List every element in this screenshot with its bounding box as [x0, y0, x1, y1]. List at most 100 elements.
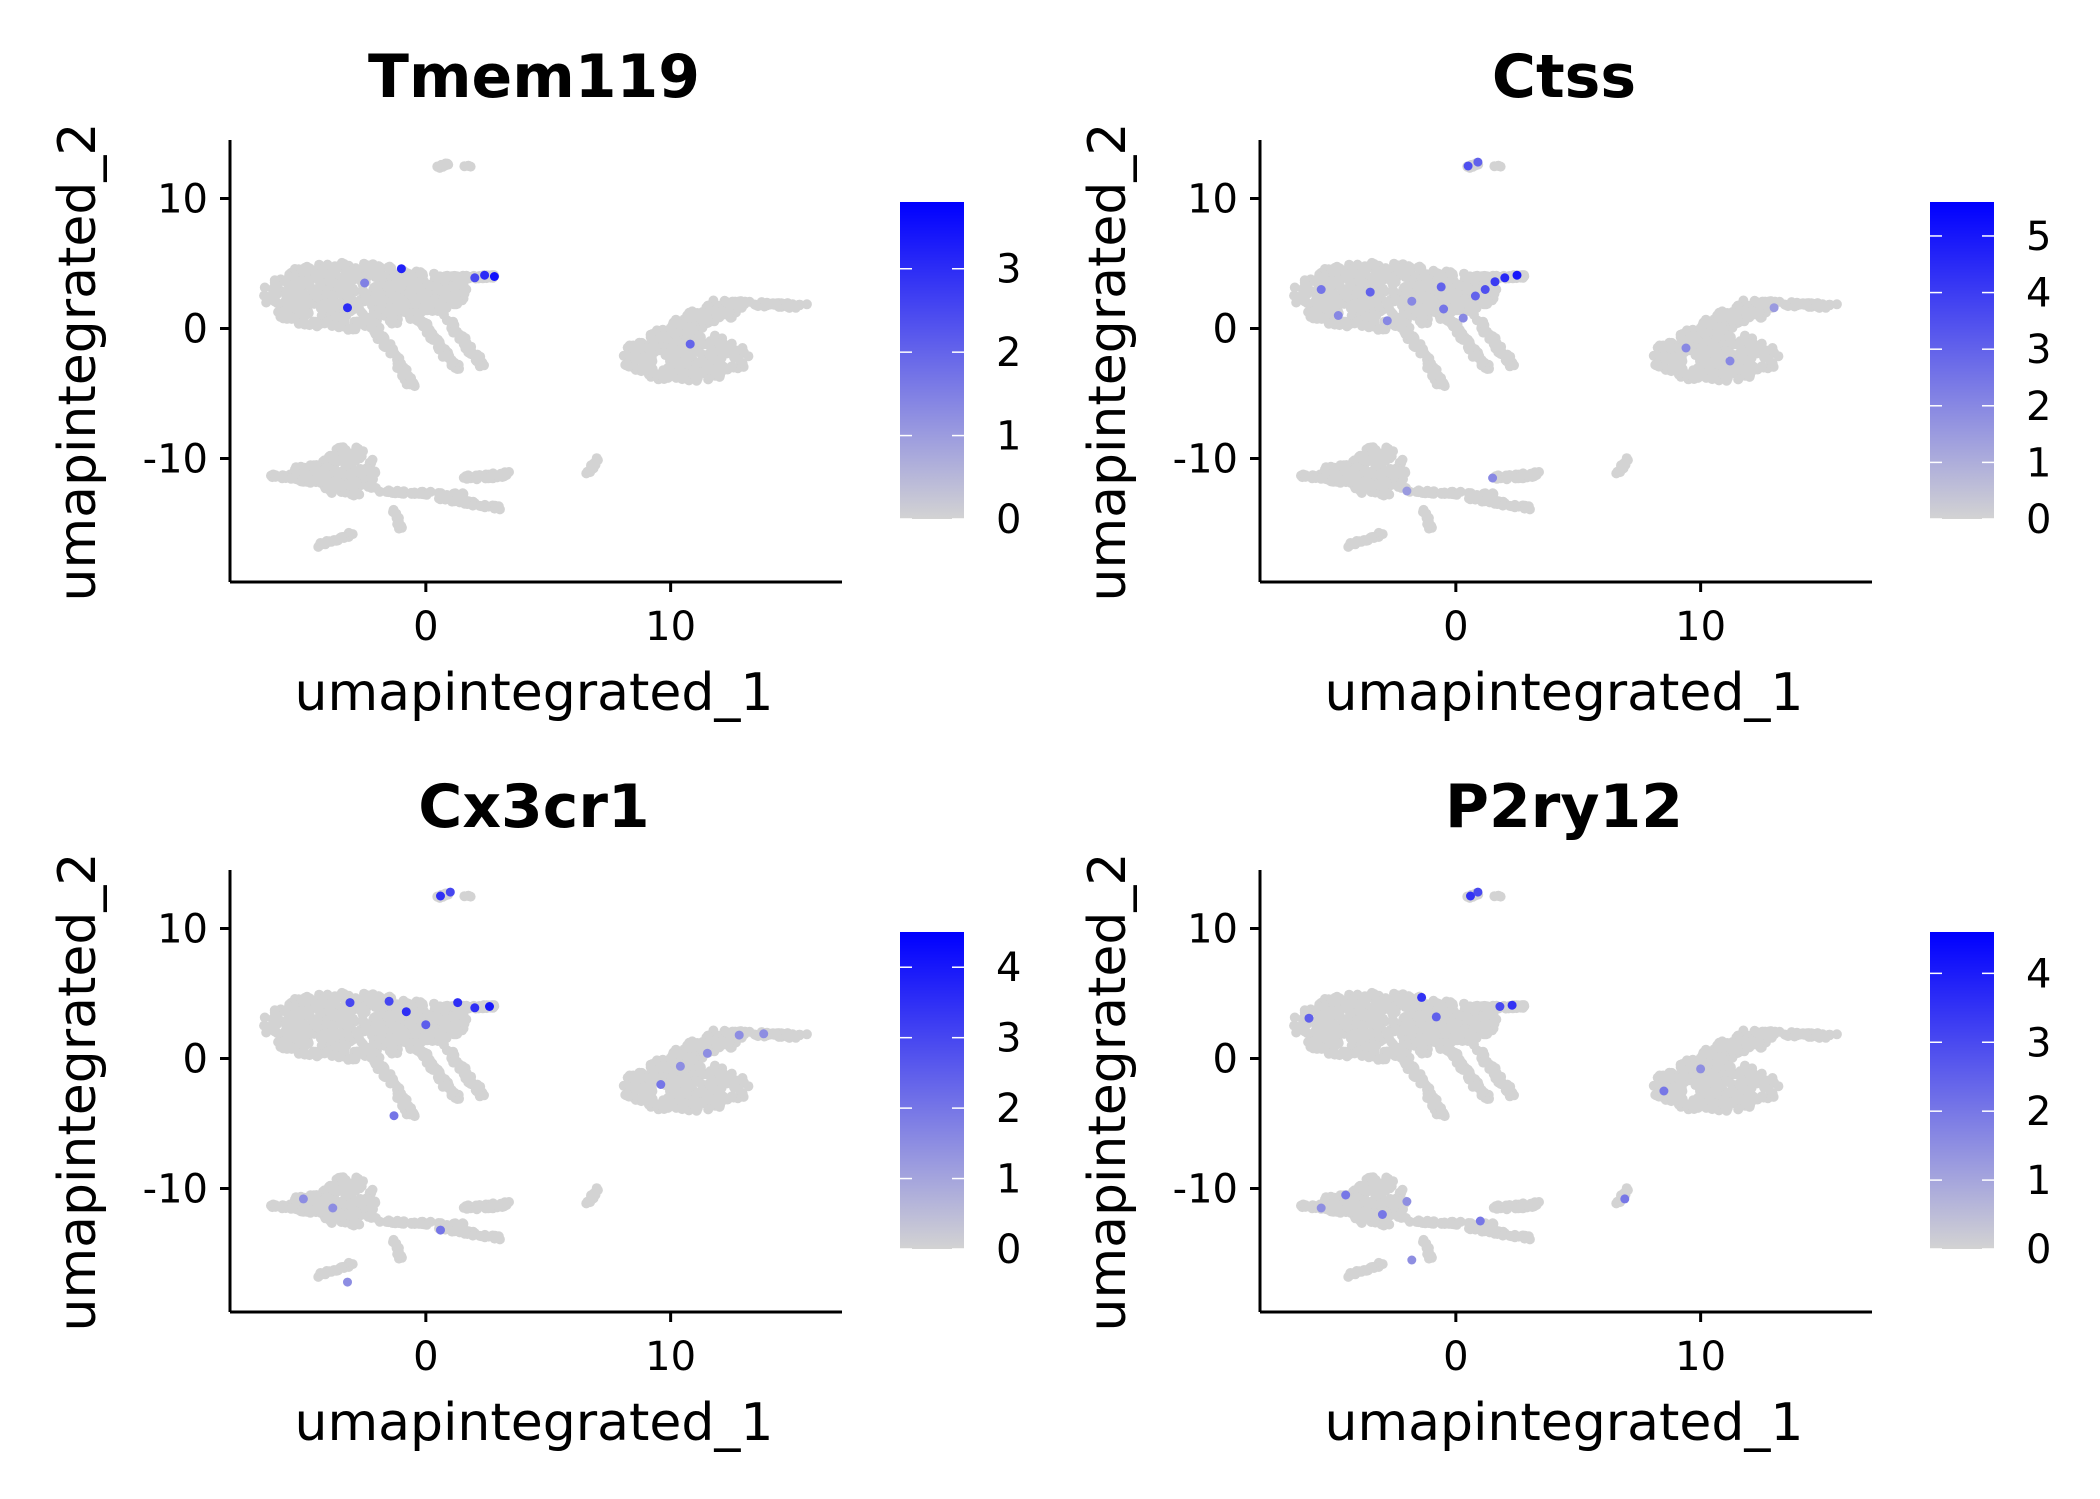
cell-point [352, 264, 363, 275]
expression-point [1470, 291, 1480, 301]
cell-point [283, 1010, 294, 1021]
cell-point [1432, 268, 1443, 279]
cell-point [286, 1042, 297, 1053]
cell-point [1373, 324, 1384, 335]
cell-point [698, 356, 709, 367]
cell-point [1756, 361, 1767, 372]
expression-point [343, 303, 352, 313]
cell-point [431, 336, 442, 347]
cell-point [396, 302, 407, 313]
cell-cloud [1289, 158, 1842, 552]
cell-point [357, 1015, 368, 1025]
cell-point [450, 281, 461, 292]
cell-point [1426, 302, 1437, 313]
cell-point [1716, 349, 1727, 360]
cell-point [343, 1054, 354, 1065]
cell-point [408, 292, 419, 303]
cell-point [312, 291, 322, 302]
cell-point [729, 352, 739, 363]
cell-point [298, 996, 308, 1006]
cell-point [1725, 336, 1736, 347]
cell-point [585, 463, 596, 474]
cell-point [425, 486, 436, 497]
cell-point [312, 1013, 323, 1024]
cell-point [707, 346, 718, 357]
cell-point [410, 1009, 421, 1020]
expression-point [1333, 311, 1343, 320]
cell-point [1742, 364, 1753, 375]
cell-point [673, 327, 684, 338]
expression-point [1316, 285, 1326, 294]
cell-point [693, 309, 704, 320]
cell-point [408, 1022, 419, 1033]
cell-point [1381, 453, 1392, 464]
expression-point [1512, 270, 1522, 280]
expression-point [1769, 303, 1779, 313]
y-axis-label: umapintegrated_2 [48, 123, 108, 602]
cell-point [278, 313, 289, 324]
cell-point [409, 489, 420, 499]
cell-point [1411, 338, 1422, 349]
cell-point [1487, 496, 1498, 507]
cell-point [465, 161, 476, 172]
cell-point [440, 160, 451, 171]
cell-point [726, 361, 737, 372]
expression-point [1480, 285, 1490, 294]
cell-point [1704, 364, 1715, 375]
cell-point [440, 272, 451, 283]
cell-point [1397, 454, 1408, 465]
cell-point [1342, 321, 1352, 332]
x-axis-label: umapintegrated_1 [1325, 663, 1804, 723]
y-tick-label: 10 [157, 177, 208, 223]
cell-point [298, 266, 308, 276]
cell-point [628, 351, 639, 362]
cell-point [320, 462, 331, 473]
cell-point [438, 309, 449, 320]
cell-point [410, 279, 421, 290]
cell-point [424, 1011, 435, 1021]
cell-point [712, 309, 723, 320]
cell-point [670, 314, 681, 325]
cell-point [335, 442, 346, 453]
cell-point [1468, 309, 1479, 320]
cell-point [470, 473, 481, 483]
cell-point [737, 345, 748, 356]
cell-point [278, 1043, 289, 1054]
expression-point [685, 339, 695, 349]
cell-point [331, 1041, 342, 1052]
cell-point [1323, 296, 1334, 307]
cell-point [269, 275, 280, 286]
colorbar-tick-label: 0 [996, 497, 1021, 543]
cell-point [385, 287, 396, 298]
cell-point [471, 1086, 482, 1097]
cell-point [1467, 351, 1478, 362]
expression-point [1436, 282, 1446, 292]
cell-point [422, 1048, 433, 1059]
cell-point [659, 331, 670, 342]
cell-point [341, 310, 352, 321]
cell-point [341, 1021, 352, 1031]
cell-point [440, 1002, 451, 1013]
cell-point [1461, 336, 1472, 347]
cell-point [272, 289, 282, 300]
cell-point [1477, 357, 1488, 368]
cell-point [417, 998, 428, 1009]
cell-point [422, 318, 433, 329]
cell-point [1714, 326, 1725, 337]
cell-point [412, 1046, 423, 1056]
expression-point [1463, 161, 1473, 171]
cell-point [437, 1081, 448, 1092]
cell-point [1501, 356, 1512, 367]
cell-point [1530, 468, 1541, 479]
cell-point [1342, 283, 1353, 294]
colorbar-gradient [1930, 202, 1994, 519]
expression-point [1407, 296, 1417, 306]
cell-point [459, 284, 470, 295]
cell-point [381, 1068, 392, 1079]
colorbar-tick-label: 4 [2026, 271, 2051, 317]
cell-point [447, 1087, 458, 1098]
cell-point [1664, 337, 1675, 348]
cell-point [1418, 507, 1428, 517]
